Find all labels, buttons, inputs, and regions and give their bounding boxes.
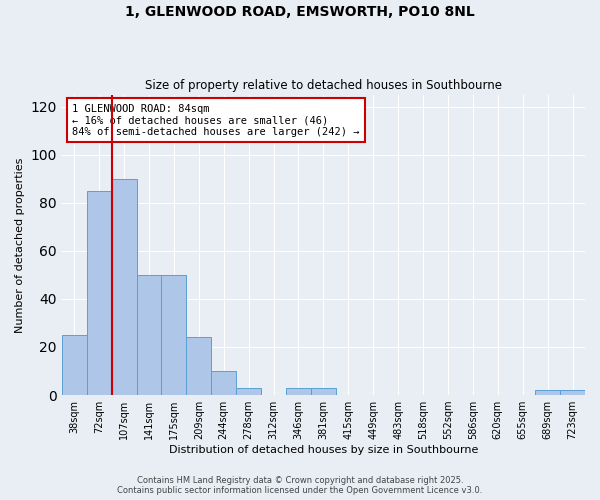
Bar [187,338,211,395]
X-axis label: Distribution of detached houses by size in Southbourne: Distribution of detached houses by size … [169,445,478,455]
Text: 1, GLENWOOD ROAD, EMSWORTH, PO10 8NL: 1, GLENWOOD ROAD, EMSWORTH, PO10 8NL [125,5,475,19]
Text: 1 GLENWOOD ROAD: 84sqm
← 16% of detached houses are smaller (46)
84% of semi-det: 1 GLENWOOD ROAD: 84sqm ← 16% of detached… [72,104,360,137]
Bar [87,190,112,395]
Bar [560,390,585,395]
Bar [311,388,336,395]
Bar [535,390,560,395]
Y-axis label: Number of detached properties: Number of detached properties [15,157,25,332]
Bar [161,275,187,395]
Bar [286,388,311,395]
Text: Contains HM Land Registry data © Crown copyright and database right 2025.
Contai: Contains HM Land Registry data © Crown c… [118,476,482,495]
Title: Size of property relative to detached houses in Southbourne: Size of property relative to detached ho… [145,79,502,92]
Bar [211,371,236,395]
Bar [137,275,161,395]
Bar [62,335,87,395]
Bar [112,178,137,395]
Bar [236,388,261,395]
